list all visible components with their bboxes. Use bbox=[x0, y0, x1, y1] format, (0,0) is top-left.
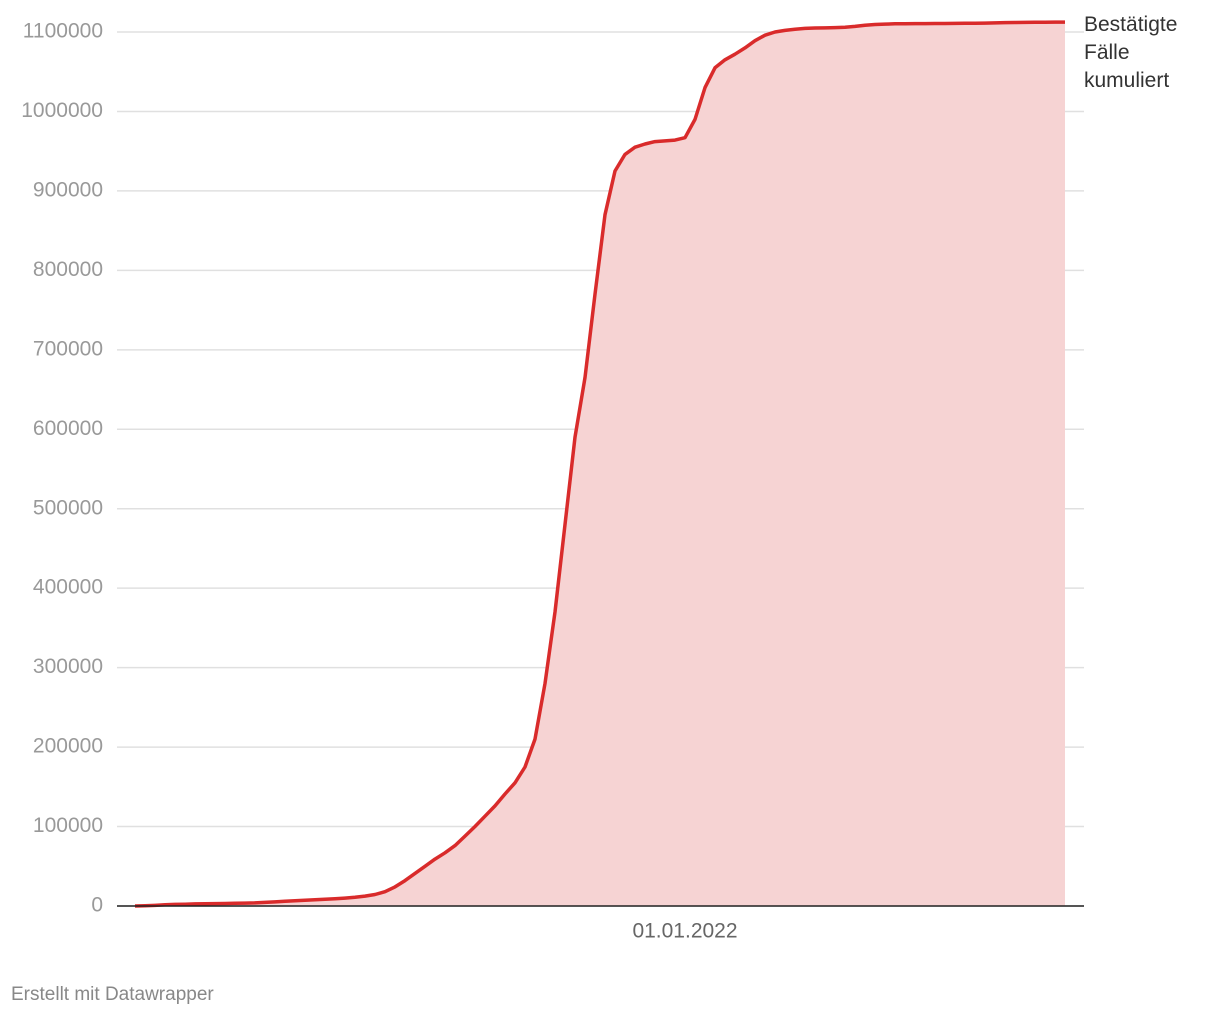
area-fill bbox=[135, 22, 1065, 907]
y-tick-label: 0 bbox=[91, 894, 103, 917]
y-tick-label: 200000 bbox=[33, 735, 103, 758]
y-tick-label: 900000 bbox=[33, 178, 103, 201]
y-tick-label: 700000 bbox=[33, 337, 103, 360]
y-tick-label: 500000 bbox=[33, 496, 103, 519]
x-tick-label: 01.01.2022 bbox=[632, 920, 737, 943]
y-tick-label: 300000 bbox=[33, 655, 103, 678]
series-label: Bestätigte Fälle kumuliert bbox=[1084, 13, 1178, 92]
y-tick-label: 800000 bbox=[33, 258, 103, 281]
y-tick-label: 100000 bbox=[33, 814, 103, 837]
line bbox=[134, 20, 1065, 908]
y-tick-label: 1100000 bbox=[23, 20, 103, 43]
y-tick-label: 400000 bbox=[33, 576, 103, 599]
y-tick-label: 600000 bbox=[33, 417, 103, 440]
y-tick-label: 1000000 bbox=[21, 99, 103, 122]
credit: Erstellt mit Datawrapper bbox=[11, 984, 214, 1005]
